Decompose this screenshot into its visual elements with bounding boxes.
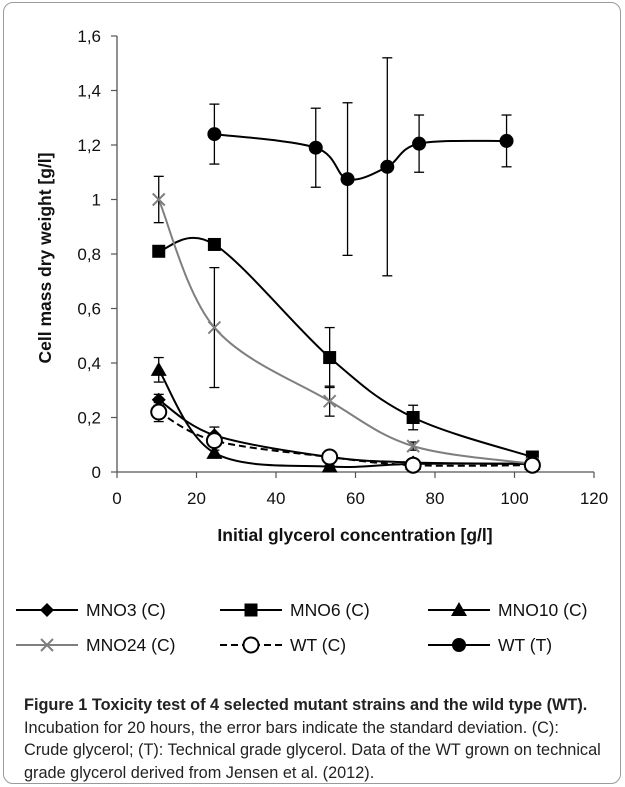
data-point [308, 140, 323, 155]
legend-item-mno10-c: MNO10 (C) [428, 600, 587, 620]
legend-label: WT (T) [498, 635, 552, 655]
data-point [152, 192, 166, 207]
data-point [523, 456, 541, 474]
legend-marker [244, 603, 258, 617]
figure-caption: Figure 1 Toxicity test of 4 selected mut… [24, 694, 604, 784]
series-mno6-c [152, 237, 539, 464]
series-mno10-c [150, 356, 541, 473]
y-tick-label: 0,4 [77, 354, 101, 373]
series-wt-t [207, 57, 514, 277]
data-point [321, 448, 339, 466]
legend-label: MNO3 (C) [86, 600, 166, 620]
data-point [205, 432, 223, 450]
legend-marker [40, 603, 54, 617]
x-tick-label: 0 [112, 489, 121, 508]
data-point [150, 361, 167, 376]
data-point [207, 237, 221, 251]
series-mno24-c [152, 175, 540, 471]
legend-label: MNO10 (C) [498, 600, 587, 620]
legend: MNO3 (C) MNO6 (C) MNO10 (C) MNO24 (C) WT (C)… [16, 600, 587, 655]
data-point [380, 159, 395, 174]
legend-label: MNO24 (C) [86, 635, 175, 655]
legend-label: MNO6 (C) [290, 600, 370, 620]
data-point [406, 439, 420, 453]
y-tick-label: 0 [92, 463, 101, 482]
legend-item-wt-c: WT (C) [220, 635, 346, 655]
y-tick-label: 1,2 [77, 136, 101, 155]
data-point [323, 351, 337, 365]
data-point [322, 394, 337, 408]
x-tick-label: 100 [500, 489, 528, 508]
legend-marker [451, 602, 467, 616]
data-point [152, 244, 166, 258]
x-tick-label: 60 [346, 489, 365, 508]
legend-label: WT (C) [290, 635, 346, 655]
data-point [207, 127, 222, 142]
legend-item-mno6-c: MNO6 (C) [220, 600, 370, 620]
x-tick-label: 80 [426, 489, 445, 508]
y-tick-label: 1,4 [77, 82, 101, 101]
caption-body: Incubation for 20 hours, the error bars … [24, 718, 601, 782]
y-tick-label: 1 [92, 191, 101, 210]
series-mno3-c [151, 392, 540, 471]
y-tick-label: 0,2 [77, 409, 101, 428]
data-point [499, 133, 514, 148]
y-tick-label: 1,6 [77, 27, 101, 46]
y-axis-title: Cell mass dry weight [g/l] [35, 152, 55, 363]
y-tick-label: 0,8 [77, 245, 101, 264]
legend-item-mno3-c: MNO3 (C) [16, 600, 166, 620]
x-axis-title: Initial glycerol concentration [g/l] [217, 525, 492, 545]
data-point [206, 444, 223, 459]
series-wt-c [150, 401, 541, 474]
data-point [412, 136, 427, 151]
legend-item-wt-t: WT (T) [428, 635, 552, 655]
caption-title: Figure 1 Toxicity test of 4 selected mut… [24, 696, 588, 714]
x-tick-label: 20 [187, 489, 206, 508]
line-chart: 0 20 40 60 80 100 120 0 0,2 0,4 0,6 0,8 1 1,2 1,4 1,6 M… [16, 27, 608, 655]
data-point [340, 172, 355, 187]
data-point [406, 411, 420, 424]
legend-marker [452, 638, 466, 652]
legend-item-mno24-c: MNO24 (C) [16, 635, 175, 655]
x-tick-label: 120 [580, 489, 608, 508]
axes: 0 20 40 60 80 100 120 0 0,2 0,4 0,6 0,8 1 1,2 1,4 1,6 [77, 27, 608, 508]
data-point [321, 458, 338, 473]
series-line-wt-t [214, 133, 507, 181]
series-layer [150, 57, 541, 474]
data-point [151, 392, 166, 407]
data-point [150, 403, 168, 421]
data-point [404, 456, 422, 474]
x-tick-label: 40 [267, 489, 286, 508]
figure-frame [3, 2, 621, 784]
data-point [207, 320, 222, 335]
y-tick-label: 0,6 [77, 300, 101, 319]
legend-marker [40, 638, 54, 652]
legend-marker [242, 636, 260, 654]
